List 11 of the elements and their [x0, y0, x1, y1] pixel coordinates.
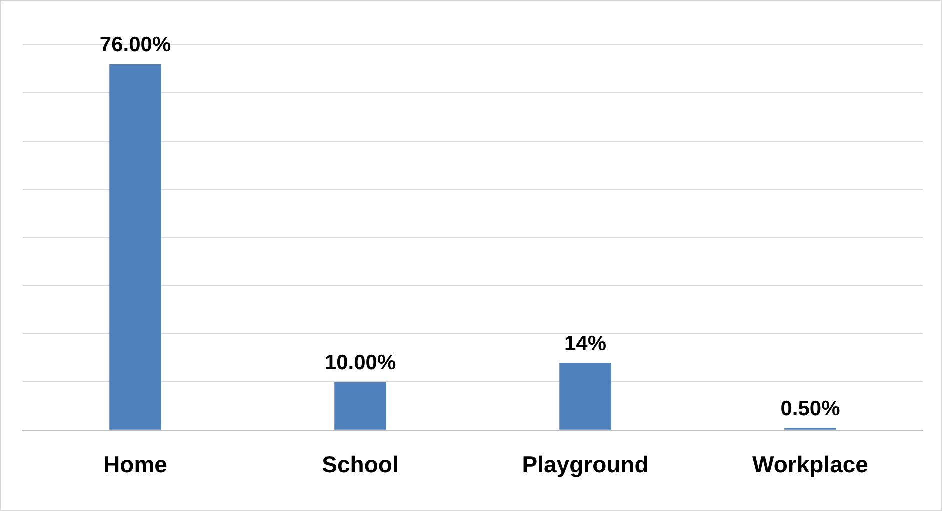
x-tick-label: Workplace — [752, 452, 868, 478]
data-label: 0.50% — [780, 397, 841, 420]
x-tick-label: Home — [104, 452, 168, 478]
data-label: 76.00% — [100, 34, 172, 57]
data-label: 10.00% — [324, 352, 396, 375]
data-label: 14% — [564, 332, 607, 356]
x-tick-label: Playground — [522, 452, 649, 478]
bar — [334, 382, 386, 430]
x-tick-label: School — [322, 452, 399, 478]
bar — [110, 64, 162, 430]
bar — [560, 362, 612, 430]
